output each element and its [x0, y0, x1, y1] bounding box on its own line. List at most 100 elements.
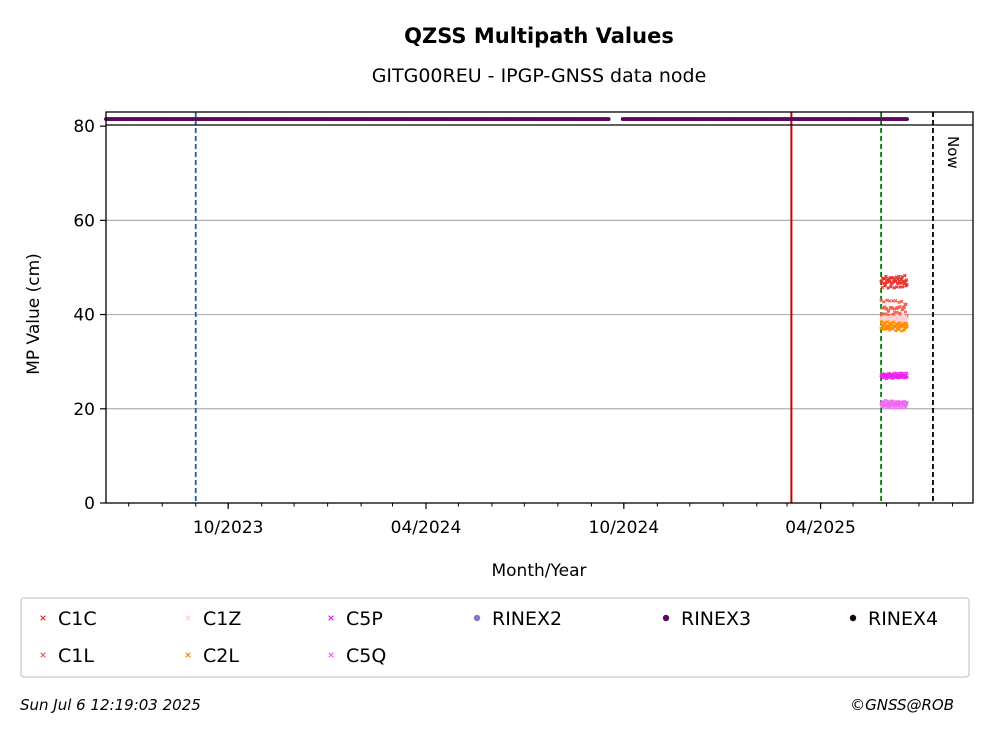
- event-lines: [194, 112, 934, 503]
- y-tick-label: 20: [73, 400, 95, 420]
- c1c-point: [886, 286, 890, 290]
- legend-label: C1C: [58, 608, 97, 630]
- c1l-point: [894, 310, 899, 315]
- c5q-point: [897, 405, 902, 410]
- c1c-point: [897, 274, 901, 279]
- c1c-point: [884, 274, 888, 279]
- chart-subtitle: GITG00REU - IPGP-GNSS data node: [372, 65, 707, 87]
- c1l-point: [886, 308, 891, 313]
- c1c-point: [889, 284, 893, 289]
- plot-frame: [105, 111, 974, 504]
- legend-item-c5q: C5Q: [328, 645, 386, 667]
- c2l-point: [893, 328, 898, 333]
- y-tick-label: 40: [73, 306, 95, 326]
- x-axis-label: Month/Year: [491, 561, 586, 581]
- footer-timestamp: Sun Jul 6 12:19:03 2025: [20, 696, 201, 714]
- c1l-point: [891, 299, 895, 303]
- y-tick-label: 80: [73, 117, 95, 137]
- legend-marker: [328, 615, 334, 621]
- legend-marker: [662, 614, 670, 622]
- y-axis: 0 20 40 60 80: [73, 117, 106, 514]
- c1l-point: [903, 310, 908, 314]
- c5q-point: [894, 405, 899, 410]
- c1l-point: [898, 304, 902, 309]
- c5p-point: [905, 375, 909, 379]
- legend-marker: [40, 615, 46, 621]
- c2l-point: [883, 320, 887, 325]
- x-tick-label: 04/2025: [785, 518, 856, 538]
- c1l-point: [881, 312, 886, 317]
- legend-marker: [40, 652, 46, 658]
- c1c-point: [900, 274, 905, 279]
- legend-marker: [185, 615, 191, 621]
- c1c-point: [898, 285, 902, 289]
- legend: C1C C1Z C5P RINEX2 RINEX3 RINEX4 C1L C2L C5Q: [40, 608, 938, 667]
- rinex3-point: [905, 117, 909, 121]
- legend-label: RINEX2: [492, 608, 562, 630]
- c1c-point: [905, 282, 909, 287]
- c1c-point: [904, 278, 909, 282]
- legend-marker: [185, 652, 191, 658]
- rinex3-point: [606, 117, 611, 121]
- c5q-point: [883, 398, 888, 403]
- c1c-point: [903, 273, 907, 278]
- c5p-point: [898, 371, 903, 376]
- c2l-point: [879, 320, 884, 324]
- x-tick-label: 10/2024: [589, 518, 660, 538]
- c1c-point: [896, 277, 900, 282]
- c1l-point: [879, 298, 883, 303]
- x-axis: 10/2023 04/2024 10/2024 04/2025: [128, 503, 953, 538]
- legend-item-c1l: C1L: [40, 645, 94, 667]
- c1l-point: [881, 299, 886, 304]
- legend-item-rinex2: RINEX2: [473, 608, 562, 630]
- footer-copyright: ©GNSS@ROB: [850, 696, 954, 714]
- c2l-point: [891, 320, 896, 324]
- c2l-point: [897, 320, 902, 325]
- c1l-point: [902, 305, 907, 310]
- legend-item-c1z: C1Z: [185, 608, 241, 630]
- c1l-point: [899, 299, 904, 304]
- c1z-point: [905, 316, 909, 321]
- c2l-point: [899, 329, 904, 333]
- legend-label: C1Z: [203, 608, 241, 630]
- grid-lines: [106, 219, 973, 410]
- legend-marker: [849, 614, 857, 622]
- c1z-point: [900, 313, 905, 318]
- legend-label: RINEX3: [681, 608, 751, 630]
- c1l-point: [885, 298, 889, 303]
- c5p-point: [884, 376, 889, 381]
- c2l-point: [904, 321, 909, 326]
- x-tick-label: 04/2024: [391, 518, 462, 538]
- y-tick-label: 0: [84, 494, 95, 514]
- legend-item-c2l: C2L: [185, 645, 239, 667]
- legend-label: C5Q: [346, 645, 386, 667]
- c5q-point: [903, 405, 908, 409]
- c2l-point: [885, 319, 890, 324]
- c1l-point: [887, 299, 892, 303]
- c1l-point: [893, 298, 898, 303]
- c5p-point: [904, 371, 909, 376]
- c1l-point: [904, 302, 908, 307]
- legend-marker: [473, 614, 481, 622]
- legend-item-rinex3: RINEX3: [662, 608, 751, 630]
- legend-label: C2L: [203, 645, 239, 667]
- c1c-point: [900, 284, 905, 289]
- legend-item-rinex4: RINEX4: [849, 608, 938, 630]
- legend-box: [20, 597, 970, 678]
- legend-label: C1L: [58, 645, 94, 667]
- legend-item-c1c: C1C: [40, 608, 97, 630]
- c1c-point: [894, 285, 899, 289]
- y-tick-label: 60: [73, 211, 95, 231]
- c2l-point: [905, 324, 909, 329]
- y-axis-label: MP Value (cm): [24, 253, 44, 375]
- c5q-point: [889, 399, 894, 403]
- c1l-point: [897, 300, 901, 305]
- x-tick-label: 10/2023: [193, 518, 264, 538]
- legend-marker: [328, 652, 334, 658]
- c5q-point: [900, 405, 905, 410]
- data-points: [104, 117, 909, 410]
- legend-label: C5P: [346, 608, 383, 630]
- legend-label: RINEX4: [868, 608, 938, 630]
- chart-title: QZSS Multipath Values: [404, 24, 674, 48]
